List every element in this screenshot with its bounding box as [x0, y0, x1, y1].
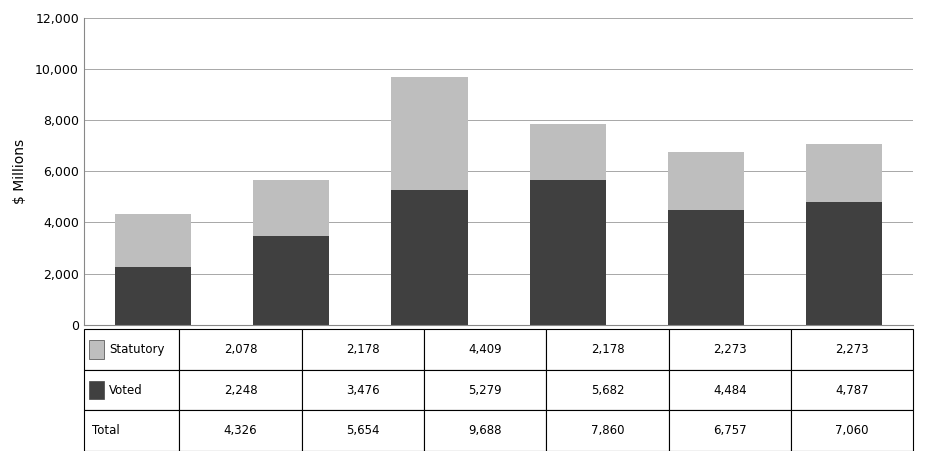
Bar [791, 329, 913, 370]
Bar [179, 410, 302, 451]
Text: Voted: Voted [109, 384, 143, 396]
Text: 6,757: 6,757 [713, 424, 747, 437]
Bar [424, 329, 546, 370]
Text: 4,787: 4,787 [835, 384, 869, 396]
Text: 7,860: 7,860 [591, 424, 624, 437]
Bar [806, 144, 883, 202]
Bar [179, 370, 302, 410]
Text: 2,178: 2,178 [346, 343, 379, 356]
Bar [806, 202, 883, 325]
Bar [668, 152, 744, 210]
Bar [791, 410, 913, 451]
Text: 7,060: 7,060 [835, 424, 869, 437]
Bar [115, 267, 191, 325]
Bar [84, 370, 179, 410]
Bar [302, 410, 424, 451]
Bar [546, 370, 668, 410]
Bar [391, 190, 468, 325]
Text: 3,476: 3,476 [346, 384, 379, 396]
Text: 4,326: 4,326 [224, 424, 257, 437]
Bar [179, 329, 302, 370]
Bar [84, 410, 179, 451]
Text: 2,273: 2,273 [835, 343, 869, 356]
Text: 5,682: 5,682 [591, 384, 624, 396]
Bar [791, 370, 913, 410]
Text: Statutory: Statutory [109, 343, 164, 356]
Bar [391, 77, 468, 190]
Bar [302, 370, 424, 410]
Text: 2,078: 2,078 [224, 343, 257, 356]
Bar [84, 329, 179, 370]
Bar [668, 370, 791, 410]
Bar [546, 410, 668, 451]
Bar [668, 329, 791, 370]
Bar [546, 329, 668, 370]
Text: 2,248: 2,248 [224, 384, 257, 396]
Text: Total: Total [92, 424, 120, 437]
Bar [424, 370, 546, 410]
Bar [254, 236, 329, 325]
Bar [529, 124, 606, 179]
Text: 4,409: 4,409 [468, 343, 502, 356]
Text: 5,654: 5,654 [346, 424, 379, 437]
Bar [668, 410, 791, 451]
Text: 2,273: 2,273 [713, 343, 747, 356]
Bar [302, 329, 424, 370]
Text: 5,279: 5,279 [468, 384, 502, 396]
Bar [89, 381, 103, 399]
Text: 9,688: 9,688 [469, 424, 502, 437]
Bar [254, 180, 329, 236]
Text: 2,178: 2,178 [591, 343, 624, 356]
Text: 4,484: 4,484 [713, 384, 747, 396]
Y-axis label: $ Millions: $ Millions [13, 139, 27, 204]
Bar [424, 410, 546, 451]
Bar [529, 179, 606, 325]
Bar [115, 214, 191, 267]
Bar [89, 341, 103, 359]
Bar [668, 210, 744, 325]
